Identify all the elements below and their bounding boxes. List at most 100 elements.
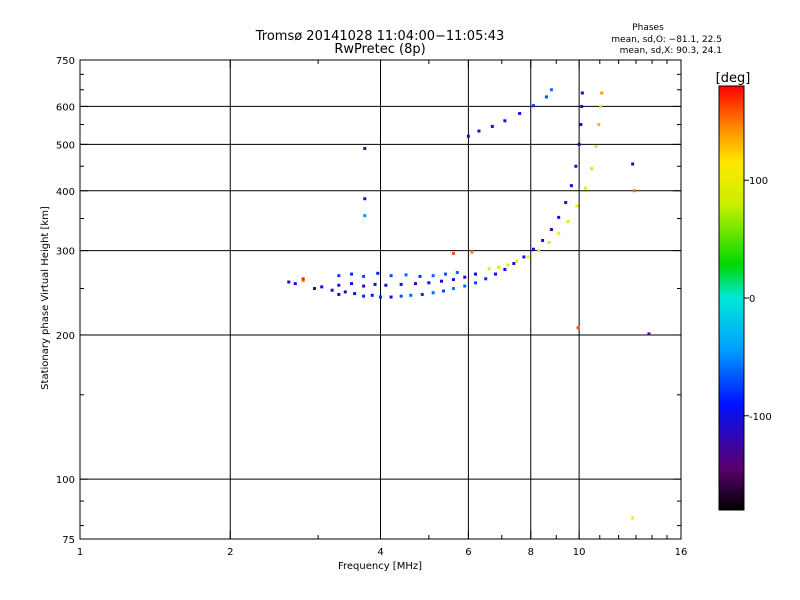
data-point bbox=[301, 277, 305, 281]
data-point bbox=[370, 293, 374, 297]
data-point bbox=[343, 290, 347, 294]
phases-x-stats: mean, sd,X: 90.3, 24.1 bbox=[620, 46, 722, 56]
y-tick-label: 400 bbox=[56, 187, 75, 198]
phases-header: Phases bbox=[632, 23, 664, 33]
data-point bbox=[451, 278, 455, 282]
chart-subtitle: RwPretec (8p) bbox=[334, 42, 425, 57]
data-point bbox=[363, 147, 367, 151]
axes: 1 2 4 6 8 10 16 75 100 200 300 400 500 600 750 bbox=[56, 56, 687, 558]
data-point bbox=[557, 231, 561, 235]
data-point bbox=[569, 184, 573, 188]
y-tick-label: 75 bbox=[62, 535, 75, 546]
data-point bbox=[337, 274, 341, 278]
data-point bbox=[337, 283, 341, 287]
data-point bbox=[487, 267, 491, 271]
data-point bbox=[566, 220, 570, 224]
data-point bbox=[312, 287, 316, 291]
x-tick-label: 2 bbox=[227, 547, 233, 558]
data-point bbox=[389, 295, 393, 299]
y-tick-label: 500 bbox=[56, 140, 75, 151]
data-point bbox=[531, 247, 535, 251]
data-point bbox=[557, 215, 561, 219]
data-point bbox=[584, 186, 588, 190]
colorbar-tick-label: 100 bbox=[749, 176, 768, 187]
data-point bbox=[399, 294, 403, 298]
data-point bbox=[350, 272, 354, 276]
data-point bbox=[577, 142, 581, 146]
data-point bbox=[293, 282, 297, 286]
colorbar-tick-label: 0 bbox=[749, 294, 755, 305]
y-tick-label: 300 bbox=[56, 247, 75, 258]
data-point bbox=[362, 294, 366, 298]
x-tick-label: 8 bbox=[528, 547, 534, 558]
data-point bbox=[379, 295, 382, 299]
data-point bbox=[600, 91, 604, 95]
data-point bbox=[544, 95, 548, 99]
data-point bbox=[455, 271, 459, 275]
data-point bbox=[427, 281, 431, 285]
data-point bbox=[301, 278, 305, 282]
x-tick-label: 4 bbox=[377, 547, 383, 558]
data-point bbox=[564, 201, 568, 205]
data-point bbox=[363, 197, 367, 201]
data-point bbox=[494, 272, 498, 276]
data-point bbox=[413, 282, 417, 286]
data-point bbox=[522, 255, 526, 259]
data-point bbox=[420, 292, 424, 296]
data-point bbox=[466, 134, 470, 138]
data-point bbox=[547, 240, 551, 244]
data-point bbox=[576, 326, 580, 330]
data-point bbox=[451, 287, 455, 291]
data-point bbox=[597, 123, 601, 127]
data-point bbox=[473, 281, 477, 285]
data-point bbox=[362, 274, 366, 278]
data-point bbox=[574, 164, 578, 168]
data-point bbox=[518, 111, 522, 115]
data-point bbox=[484, 277, 488, 281]
plot-area-frame bbox=[79, 59, 682, 540]
data-point bbox=[287, 280, 291, 284]
colorbar-unit-label: [deg] bbox=[716, 71, 751, 86]
data-point bbox=[526, 255, 530, 259]
x-tick-label: 1 bbox=[77, 547, 83, 558]
data-point bbox=[373, 282, 377, 286]
data-point bbox=[503, 267, 507, 271]
data-point bbox=[580, 91, 584, 95]
data-point bbox=[444, 272, 448, 276]
data-point bbox=[515, 259, 519, 263]
data-point bbox=[599, 104, 603, 108]
data-point bbox=[330, 288, 334, 292]
phases-o-stats: mean, sd,O: −81.1, 22.5 bbox=[611, 35, 722, 45]
y-axis-label: Stationary phase Virtual Height [km] bbox=[40, 206, 51, 390]
data-point bbox=[320, 285, 324, 289]
y-tick-label: 100 bbox=[56, 475, 75, 486]
data-point bbox=[389, 274, 393, 278]
data-point bbox=[506, 263, 510, 267]
data-point bbox=[404, 273, 408, 277]
data-point bbox=[490, 124, 494, 128]
data-point bbox=[451, 251, 455, 255]
data-point bbox=[531, 104, 535, 108]
data-point bbox=[440, 279, 444, 283]
y-tick-label: 200 bbox=[56, 331, 75, 342]
colorbar bbox=[718, 85, 745, 511]
data-points bbox=[287, 88, 651, 520]
chart-title: Tromsø 20141028 11:04:00−11:05:43 bbox=[255, 29, 505, 44]
data-point bbox=[631, 516, 635, 520]
data-point bbox=[353, 292, 357, 296]
data-point bbox=[463, 284, 467, 288]
data-point bbox=[575, 204, 579, 208]
data-point bbox=[418, 274, 422, 278]
x-tick-label: 10 bbox=[573, 547, 586, 558]
data-point bbox=[497, 265, 501, 269]
data-point bbox=[470, 250, 474, 254]
data-point bbox=[537, 249, 541, 253]
data-point bbox=[549, 88, 553, 92]
data-point bbox=[512, 261, 516, 265]
data-point bbox=[337, 292, 341, 296]
x-axis-label: Frequency [MHz] bbox=[338, 561, 422, 572]
data-point bbox=[579, 123, 583, 127]
data-point bbox=[632, 189, 636, 193]
data-point bbox=[580, 104, 584, 108]
